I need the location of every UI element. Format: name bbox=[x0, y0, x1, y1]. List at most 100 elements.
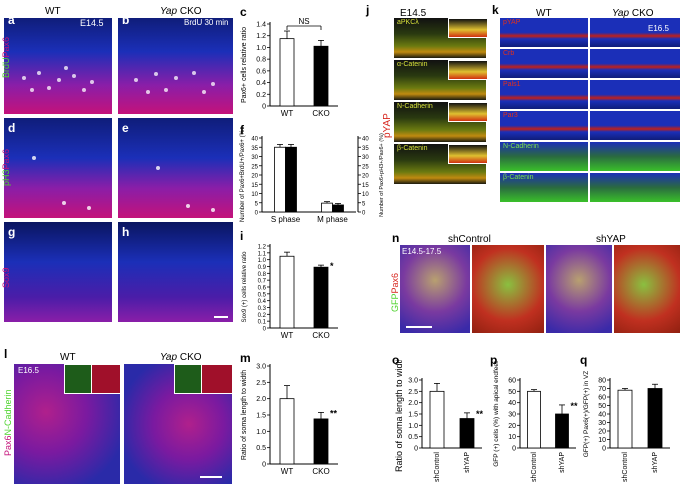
x-tick-label: shControl bbox=[531, 452, 538, 482]
stage-label-a: E14.5 bbox=[80, 18, 104, 28]
y-tick-label: 1.0 bbox=[408, 423, 418, 430]
y-axis-label: Pax6+ cells relative ratio bbox=[241, 27, 248, 103]
y-tick-label: 30 bbox=[251, 155, 258, 161]
stain-label-k-2: Pals1 bbox=[503, 81, 521, 88]
y-tick-label: 5 bbox=[255, 201, 259, 207]
y-tick-label: 0.9 bbox=[258, 265, 267, 271]
y-tick-label: 0.3 bbox=[258, 306, 267, 312]
significance-label: NS bbox=[298, 17, 309, 26]
y-tick-label: 1.4 bbox=[256, 22, 266, 29]
y-tick-label: 1.1 bbox=[258, 251, 267, 257]
y-tick-label: 80 bbox=[598, 378, 606, 385]
stain-label-j-1: α-Catenin bbox=[397, 61, 428, 68]
header-shyap-n: shYAP bbox=[596, 234, 626, 245]
y-axis-label: GFP(+) Pax6(+)/GFP(+) in VZ bbox=[583, 371, 590, 458]
significance-label: ** bbox=[476, 409, 484, 419]
y-tick-label: 40 bbox=[251, 137, 258, 143]
stain-label-j-2: N-Cadherin bbox=[397, 103, 433, 110]
y2-tick-label: 35 bbox=[362, 146, 369, 152]
bar bbox=[321, 202, 333, 213]
panel-letter-l: l bbox=[4, 347, 8, 361]
image-panel-n-1 bbox=[400, 245, 470, 333]
inset-j-1 bbox=[448, 60, 488, 80]
image-panel-n-2 bbox=[472, 245, 544, 333]
stain-label-j-0: aPKCλ bbox=[397, 19, 419, 26]
row-label-sox9: Sox9 bbox=[1, 267, 11, 288]
y-tick-label: 60 bbox=[508, 378, 516, 385]
y-tick-label: 2.0 bbox=[408, 400, 418, 407]
image-panel-e bbox=[118, 118, 233, 218]
bar bbox=[274, 146, 286, 213]
panel-letter-i: i bbox=[240, 229, 244, 243]
inset-l-wt-red bbox=[91, 364, 121, 394]
y-tick-label: 40 bbox=[598, 412, 606, 419]
stage-label-l: E16.5 bbox=[18, 366, 39, 375]
y-tick-label: 0.4 bbox=[256, 80, 266, 87]
chart-c: Pax6+ cells relative ratio 0 0.2 0.4 0.6 0.8 1… bbox=[241, 17, 338, 118]
stain-label-b: BrdU 30 min bbox=[184, 18, 229, 27]
stain-label-k-5: β-Catenin bbox=[503, 174, 534, 181]
y-tick-label: 0 bbox=[414, 446, 418, 453]
image-panel-b bbox=[118, 18, 233, 114]
bar bbox=[555, 413, 569, 449]
bar bbox=[279, 398, 295, 465]
y-tick-label: 40 bbox=[508, 400, 516, 407]
significance-label: * bbox=[330, 261, 334, 271]
image-strip-k-cko-0 bbox=[590, 18, 680, 47]
y2-tick-label: 20 bbox=[362, 174, 369, 180]
inset-l-cko-green bbox=[174, 364, 202, 394]
y-tick-label: 20 bbox=[508, 423, 516, 430]
panel-letter-k: k bbox=[492, 3, 499, 17]
image-strip-k-wt-1 bbox=[500, 49, 588, 78]
chart-m: Ratio of soma length to width 0 0.5 1.0 1.5 2… bbox=[241, 364, 338, 476]
image-panel-g bbox=[4, 222, 112, 322]
y-tick-label: 2.5 bbox=[256, 380, 266, 387]
y-tick-label: 1.2 bbox=[256, 33, 266, 40]
y-tick-label: 0.7 bbox=[258, 279, 267, 285]
panel-letter-c: c bbox=[240, 5, 247, 19]
bar bbox=[313, 45, 329, 107]
y-tick-label: 70 bbox=[598, 386, 606, 393]
header-wt-l: WT bbox=[60, 352, 76, 363]
y-tick-label: 0 bbox=[263, 327, 267, 333]
y-axis-label: Ratio of soma length to width bbox=[394, 360, 404, 472]
y-tick-label: 30 bbox=[598, 420, 606, 427]
header-yap-cko-l: Yap CKO bbox=[160, 352, 202, 363]
chart-p: GFP (+) cells (%) with apical endfeet 0 10… bbox=[493, 361, 579, 482]
x-tick-label: shYAP bbox=[559, 452, 566, 473]
stage-label-j: E14.5 bbox=[400, 8, 427, 19]
y2-tick-label: 10 bbox=[362, 192, 369, 198]
image-panel-a bbox=[4, 18, 112, 114]
image-strip-k-cko-5 bbox=[590, 173, 680, 202]
y-tick-label: 2.0 bbox=[256, 396, 266, 403]
scale-bar-n bbox=[406, 326, 432, 328]
image-panel-h bbox=[118, 222, 233, 322]
y-tick-label: 0 bbox=[512, 446, 516, 453]
row-label-ph3-pax6: pH3Pax6 bbox=[1, 148, 11, 186]
image-panel-n-3 bbox=[546, 245, 612, 333]
panel-letter-q: q bbox=[580, 353, 588, 367]
inset-j-0 bbox=[448, 18, 488, 38]
y-tick-label: 1.2 bbox=[258, 245, 267, 251]
y-tick-label: 0.6 bbox=[258, 286, 267, 292]
y-tick-label: 1.0 bbox=[258, 258, 267, 264]
y-tick-label: 10 bbox=[508, 434, 516, 441]
bar bbox=[429, 390, 445, 449]
image-strip-k-cko-3 bbox=[590, 111, 680, 140]
chart-o: Ratio of soma length to width 0 0.5 1.0 1.5 2… bbox=[394, 360, 484, 482]
bar bbox=[285, 146, 297, 213]
significance-label: ** bbox=[571, 401, 579, 411]
panel-letter-h: h bbox=[122, 225, 130, 239]
header-wt-ab: WT bbox=[45, 6, 61, 17]
y-tick-label: 50 bbox=[508, 389, 516, 396]
stage-label-k: E16.5 bbox=[648, 24, 669, 33]
bar bbox=[313, 418, 329, 465]
x-tick-label: shControl bbox=[434, 452, 441, 482]
y2-tick-label: 0 bbox=[362, 211, 366, 217]
y-tick-label: 0.5 bbox=[408, 434, 418, 441]
x-tick-label: M phase bbox=[317, 215, 348, 224]
y-tick-label: 35 bbox=[251, 146, 258, 152]
panel-letter-j: j bbox=[366, 3, 370, 17]
panel-letter-d: d bbox=[8, 121, 16, 135]
row-label-pax6-ncadherin: Pax6N-Cadherin bbox=[3, 389, 13, 456]
